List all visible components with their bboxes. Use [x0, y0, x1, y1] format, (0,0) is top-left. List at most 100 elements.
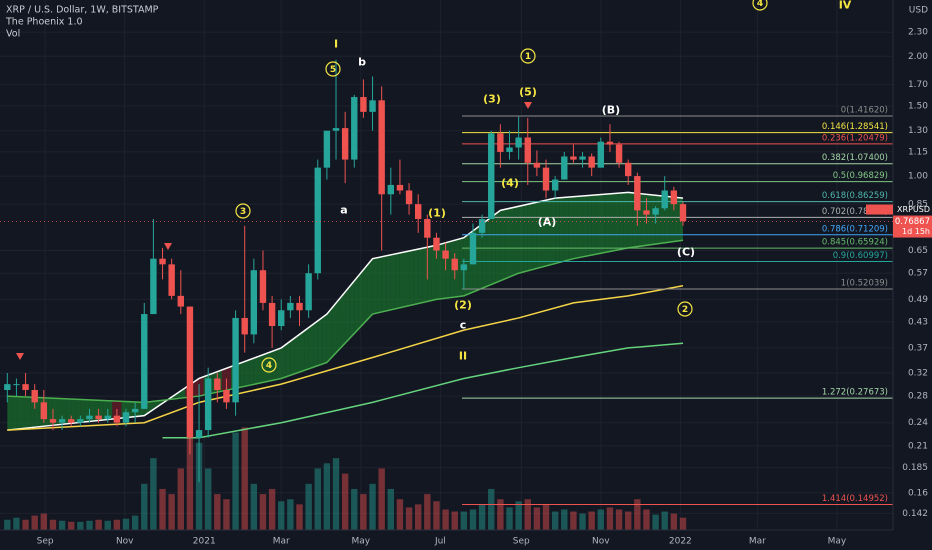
cloud-segment — [541, 200, 547, 268]
volume-bar — [351, 488, 358, 530]
candle-body — [424, 219, 431, 238]
candle-body — [515, 137, 522, 148]
cloud-segment — [395, 252, 400, 309]
cloud-segment — [623, 192, 629, 249]
y-tick-label: 0.65 — [908, 246, 928, 256]
cloud-segment — [25, 396, 31, 429]
volume-bar — [104, 520, 111, 530]
y-tick-label: 1.30 — [908, 126, 928, 136]
candle-body — [561, 156, 568, 180]
cloud-segment — [628, 192, 633, 248]
cloud-segment — [609, 193, 615, 252]
cloud — [7, 192, 683, 431]
volume-bar — [442, 509, 449, 530]
candle-body — [186, 306, 194, 438]
candle-body — [634, 176, 641, 211]
x-tick-label: May — [351, 537, 370, 547]
wave-circle — [325, 61, 341, 77]
candle-body — [506, 147, 513, 152]
candle-body — [150, 258, 157, 315]
volume-bar — [58, 520, 66, 530]
cloud-segment — [345, 286, 350, 344]
volume-bar — [177, 468, 184, 530]
volume-bar — [542, 504, 550, 530]
candle-body — [378, 100, 385, 195]
cloud-segment — [176, 390, 181, 399]
cloud-segment — [71, 399, 76, 424]
cloud-segment — [445, 241, 451, 299]
candle-body — [332, 128, 340, 131]
price-tag-symbol: XRPUSD — [897, 205, 930, 214]
volume-bar — [22, 519, 29, 530]
cloud-segment — [103, 400, 108, 420]
cloud-segment — [673, 197, 679, 242]
cloud-segment — [272, 349, 277, 381]
x-tick-label: Sep — [37, 537, 54, 547]
cloud-segment — [655, 195, 661, 245]
cloud-segment — [651, 194, 656, 245]
candle-body — [433, 237, 440, 251]
candle-body — [259, 270, 267, 303]
candle-body — [625, 162, 632, 177]
candle-body — [305, 273, 312, 311]
wave-label: a — [340, 204, 347, 217]
cloud-segment — [504, 208, 510, 279]
cloud-segment — [427, 246, 432, 302]
candle-body — [58, 419, 66, 423]
candle-body — [661, 190, 668, 209]
cloud-segment — [281, 344, 286, 379]
volume-bar — [652, 514, 659, 530]
cloud-segment — [48, 397, 53, 426]
wave-label: (A) — [538, 216, 557, 229]
wave-label: (5) — [519, 86, 537, 99]
cloud-segment — [377, 256, 382, 314]
cloud-segment — [221, 368, 227, 392]
cloud-segment — [573, 196, 578, 259]
volume-bar — [387, 488, 394, 530]
candle-body — [533, 162, 541, 168]
cloud-segment — [16, 396, 22, 430]
volume-bar — [478, 504, 486, 530]
volume-pane — [4, 412, 687, 530]
cloud-segment — [340, 291, 346, 348]
candles — [4, 59, 687, 483]
y-tick-label: 1.15 — [908, 147, 928, 157]
cloud-segment — [390, 253, 396, 310]
cloud-segment — [66, 398, 72, 424]
fib-label: 1.272(0.27673) — [822, 388, 888, 398]
cloud-segment — [555, 197, 560, 264]
volume-bar — [469, 509, 477, 530]
candle-body — [113, 415, 121, 423]
volume-bar — [287, 499, 294, 530]
price-tag — [893, 215, 932, 238]
volume-bar — [497, 499, 504, 530]
cloud-segment — [258, 354, 263, 384]
volume-bar — [460, 511, 468, 530]
cloud-segment — [199, 376, 204, 397]
wave-circle — [235, 203, 251, 219]
wave-label: II — [459, 350, 467, 363]
cloud-segment — [600, 194, 606, 254]
candle-body — [679, 204, 687, 222]
candle-body — [13, 384, 20, 386]
cloud-segment — [226, 366, 232, 391]
cloud-segment — [313, 320, 318, 368]
candle-body — [296, 302, 303, 311]
y-tick-label: 2.30 — [908, 28, 928, 38]
volume-bar — [232, 432, 239, 530]
cloud-segment — [404, 251, 410, 307]
candle-body — [86, 415, 93, 420]
volume-bar — [250, 483, 258, 530]
volume-bar — [625, 511, 632, 530]
candle-body — [68, 419, 75, 423]
signal-marker — [16, 353, 24, 360]
cloud-segment — [605, 193, 610, 253]
candle-body — [214, 378, 221, 391]
wave-label: 2 — [682, 305, 688, 315]
candle-body — [95, 415, 102, 420]
fib-label: 0.382(1.07400) — [822, 153, 888, 163]
candle-body — [606, 141, 614, 145]
cloud-segment — [564, 197, 569, 262]
cloud-segment — [244, 359, 250, 387]
candle-body — [597, 141, 605, 168]
